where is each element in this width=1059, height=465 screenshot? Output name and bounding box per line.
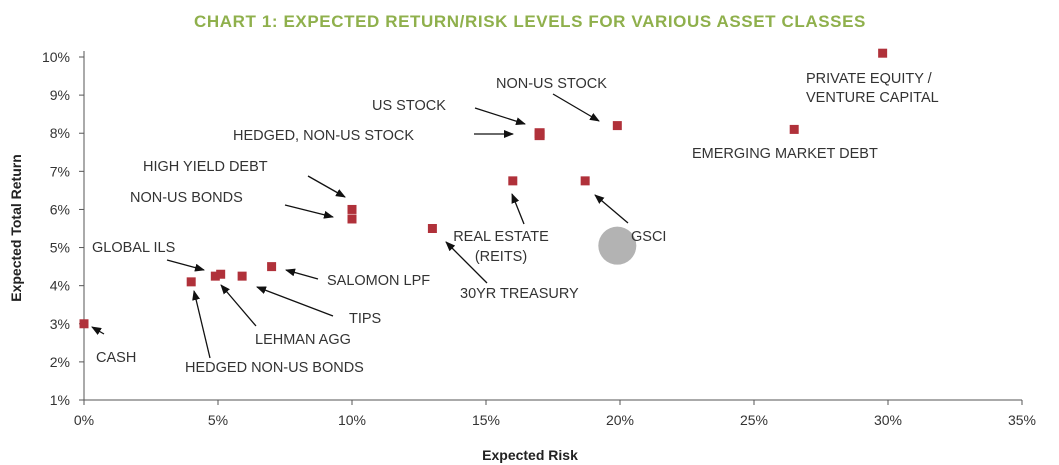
data-point-label: SALOMON LPF bbox=[327, 273, 430, 289]
data-point-label: NON-US BONDS bbox=[130, 190, 243, 206]
x-tick-label: 35% bbox=[1008, 412, 1036, 428]
data-point-label: TIPS bbox=[349, 311, 381, 327]
annotation-arrow bbox=[256, 286, 334, 317]
y-tick-label: 10% bbox=[42, 49, 70, 65]
x-tick-label: 20% bbox=[606, 412, 634, 428]
y-tick-label: 8% bbox=[50, 125, 70, 141]
x-axis-label: Expected Risk bbox=[482, 447, 578, 463]
annotation-arrow bbox=[445, 241, 488, 284]
x-tick-label: 30% bbox=[874, 412, 902, 428]
data-point-label: EMERGING MARKET DEBT bbox=[692, 146, 878, 162]
data-point-label: HEDGED, NON-US STOCK bbox=[233, 128, 414, 144]
y-tick-label: 9% bbox=[50, 87, 70, 103]
data-point bbox=[79, 319, 89, 329]
annotation-arrow bbox=[511, 193, 525, 225]
data-point-label: GLOBAL ILS bbox=[92, 240, 175, 256]
data-point-label: GSCI bbox=[631, 229, 666, 245]
annotation-arrow bbox=[474, 107, 526, 126]
annotation-arrow bbox=[284, 204, 334, 219]
annotation-arrow bbox=[220, 284, 257, 327]
y-tick-label: 7% bbox=[50, 163, 70, 179]
y-tick-label: 5% bbox=[50, 240, 70, 256]
highlight-circle bbox=[598, 226, 637, 265]
data-point-label: NON-US STOCK bbox=[496, 76, 607, 92]
y-tick-label: 4% bbox=[50, 278, 70, 294]
x-tick-label: 5% bbox=[208, 412, 228, 428]
data-point bbox=[878, 48, 888, 58]
data-point bbox=[612, 121, 622, 131]
data-point bbox=[427, 224, 437, 233]
data-point-label: 30YR TREASURY bbox=[460, 286, 579, 302]
annotation-arrow bbox=[552, 93, 600, 122]
data-point bbox=[237, 271, 247, 281]
y-tick-label: 3% bbox=[50, 316, 70, 332]
y-axis-label: Expected Total Return bbox=[8, 154, 24, 302]
data-point-label: US STOCK bbox=[372, 98, 446, 114]
annotation-arrow bbox=[307, 175, 346, 198]
data-point-label: REAL ESTATE (REITS) bbox=[453, 229, 549, 265]
data-point-label: PRIVATE EQUITY / VENTURE CAPITAL bbox=[806, 71, 939, 106]
chart-title: CHART 1: EXPECTED RETURN/RISK LEVELS FOR… bbox=[194, 12, 866, 31]
data-point bbox=[789, 124, 799, 134]
annotation-arrow bbox=[285, 268, 319, 280]
data-point bbox=[186, 277, 196, 287]
x-tick-label: 25% bbox=[740, 412, 768, 428]
data-point bbox=[508, 176, 518, 186]
y-tick-label: 2% bbox=[50, 354, 70, 370]
label-line: REAL ESTATE bbox=[453, 229, 549, 245]
data-point bbox=[267, 262, 277, 272]
y-tick-label: 1% bbox=[50, 392, 70, 408]
data-point bbox=[580, 176, 590, 186]
x-tick-label: 10% bbox=[338, 412, 366, 428]
data-point bbox=[210, 271, 220, 281]
x-tick-label: 0% bbox=[74, 412, 94, 428]
label-line: PRIVATE EQUITY / bbox=[806, 71, 933, 87]
annotation-arrow bbox=[594, 194, 629, 224]
annotation-arrow bbox=[192, 290, 211, 359]
annotation-arrow bbox=[91, 326, 105, 335]
data-point-label: HIGH YIELD DEBT bbox=[143, 159, 268, 175]
data-point bbox=[347, 204, 357, 214]
data-point-label: HEDGED NON-US BONDS bbox=[185, 360, 364, 376]
label-line: VENTURE CAPITAL bbox=[806, 90, 939, 106]
label-line: (REITS) bbox=[475, 249, 527, 265]
data-point bbox=[216, 269, 226, 279]
data-point bbox=[347, 214, 357, 224]
y-tick-label: 6% bbox=[50, 201, 70, 217]
x-tick-label: 15% bbox=[472, 412, 500, 428]
data-point-label: LEHMAN AGG bbox=[255, 332, 351, 348]
annotation-arrow bbox=[166, 259, 205, 272]
data-point-label: CASH bbox=[96, 350, 136, 366]
data-point bbox=[534, 130, 545, 141]
